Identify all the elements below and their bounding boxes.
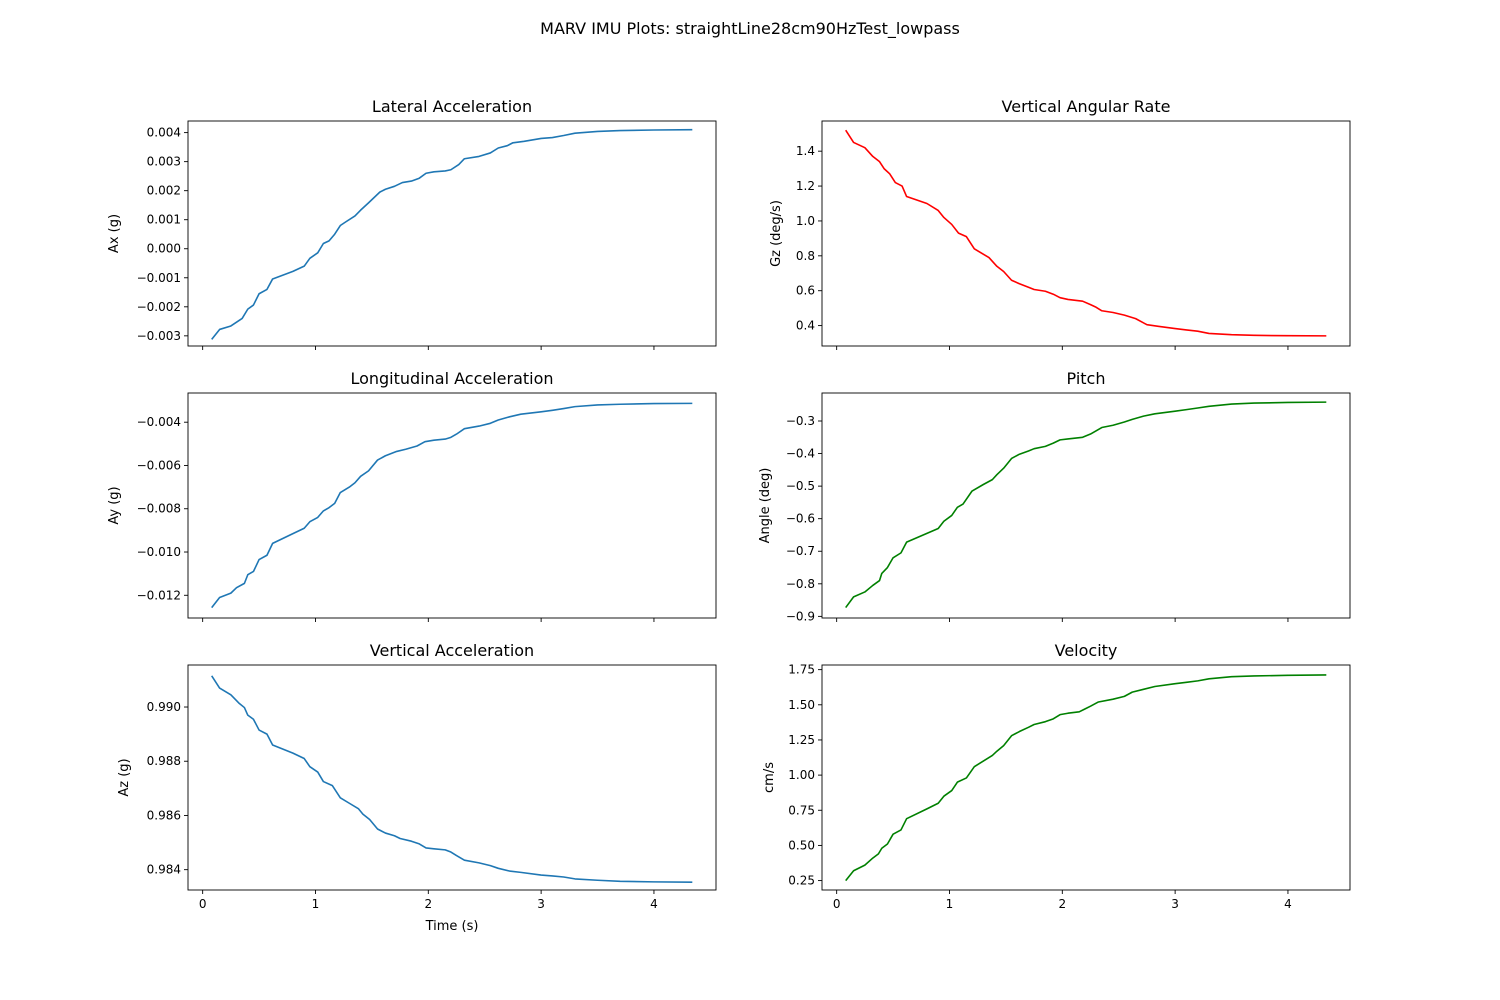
y-tick-label: −0.012 (137, 588, 181, 602)
y-tick-label: 0.8 (796, 249, 815, 263)
y-tick-label: 0.002 (147, 184, 181, 198)
y-tick-label: 1.25 (788, 733, 815, 747)
axes-frame (187, 664, 717, 891)
y-tick-label: −0.002 (137, 300, 181, 314)
subplot-title: Lateral Acceleration (372, 97, 532, 116)
y-tick-label: −0.8 (786, 577, 815, 591)
subplot-5: Vertical Acceleration 0 1 2 3 4 0.984 0.986 0.98… (117, 641, 717, 934)
y-tick-label: 0.75 (788, 803, 815, 817)
x-tick-label: 4 (1284, 897, 1292, 911)
y-tick-label: 0.50 (788, 838, 815, 852)
y-tick-label: −0.9 (786, 609, 815, 623)
y-tick-label: −0.008 (137, 502, 181, 516)
y-tick-label: 0.4 (796, 319, 815, 333)
x-tick-label: 3 (537, 897, 545, 911)
axes-frame (187, 392, 717, 619)
y-tick-label: 0.986 (147, 808, 181, 822)
y-tick-label: 1.4 (796, 144, 815, 158)
y-tick-label: −0.3 (786, 414, 815, 428)
y-tick-label: −0.7 (786, 544, 815, 558)
y-tick-label: −0.004 (137, 415, 181, 429)
y-axis-label: cm/s (762, 762, 777, 793)
y-tick-label: −0.4 (786, 447, 815, 461)
y-tick-label: −0.003 (137, 329, 181, 343)
y-tick-label: 0.984 (147, 863, 181, 877)
y-tick-label: −0.001 (137, 271, 181, 285)
axes-frame (821, 664, 1351, 891)
x-tick-label: 2 (424, 897, 432, 911)
x-tick-label: 1 (312, 897, 320, 911)
y-tick-label: 1.75 (788, 663, 815, 677)
y-tick-label: 0.004 (147, 126, 181, 140)
x-tick-label: 0 (199, 897, 207, 911)
subplot-2: Vertical Angular Rate 0.4 0.6 0.8 1.0 1.2 1.4 G… (769, 97, 1351, 350)
subplot-4: Pitch −0.9 −0.8 −0.7 −0.6 −0.5 −0.4 −0.3 Angle (… (758, 369, 1351, 623)
axes-frame (821, 392, 1351, 619)
subplot-title: Vertical Acceleration (370, 641, 534, 660)
y-tick-label: 0.001 (147, 213, 181, 227)
subplot-3: Longitudinal Acceleration −0.012 −0.010 −0.… (107, 369, 717, 622)
y-tick-label: 0.000 (147, 242, 181, 256)
subplot-title: Longitudinal Acceleration (350, 369, 553, 388)
subplot-6: Velocity 0 1 2 3 4 0.25 0.50 0.75 1.00 1.25 1.50 1.7… (762, 641, 1351, 911)
x-tick-label: 4 (650, 897, 658, 911)
x-axis-label: Time (s) (425, 919, 479, 934)
y-tick-label: 0.25 (788, 874, 815, 888)
y-tick-label: 1.2 (796, 179, 815, 193)
series-line (211, 402, 693, 609)
y-tick-label: 0.003 (147, 155, 181, 169)
subplot-title: Velocity (1055, 641, 1118, 660)
y-tick-label: 1.00 (788, 768, 815, 782)
axes-frame (187, 120, 717, 347)
y-axis-label: Angle (deg) (758, 468, 773, 544)
axes-frame (821, 120, 1351, 347)
subplot-title: Vertical Angular Rate (1002, 97, 1171, 116)
x-tick-label: 1 (946, 897, 954, 911)
y-axis-label: Ax (g) (107, 214, 122, 253)
y-tick-label: 0.988 (147, 754, 181, 768)
series-line (845, 129, 1327, 337)
y-tick-label: 0.990 (147, 700, 181, 714)
figure-title: MARV IMU Plots: straightLine28cm90HzTest… (540, 19, 960, 39)
series-line (845, 674, 1327, 882)
y-axis-label: Az (g) (117, 758, 132, 796)
x-tick-label: 0 (833, 897, 841, 911)
y-axis-label: Gz (deg/s) (769, 200, 784, 267)
y-tick-label: −0.6 (786, 512, 815, 526)
x-tick-label: 3 (1171, 897, 1179, 911)
y-tick-label: 1.50 (788, 698, 815, 712)
subplot-1: Lateral Acceleration −0.003 −0.002 −0.001 0.… (107, 97, 717, 350)
y-tick-label: 1.0 (796, 214, 815, 228)
y-tick-label: −0.5 (786, 479, 815, 493)
subplot-title: Pitch (1067, 369, 1106, 388)
series-line (211, 675, 693, 883)
y-tick-label: −0.010 (137, 545, 181, 559)
x-tick-label: 2 (1058, 897, 1066, 911)
y-tick-label: 0.6 (796, 284, 815, 298)
subplot-grid: Lateral Acceleration −0.003 −0.002 −0.001 0.… (107, 97, 1351, 934)
series-line (211, 128, 693, 340)
series-line (845, 401, 1327, 609)
y-axis-label: Ay (g) (107, 486, 122, 524)
y-tick-label: −0.006 (137, 458, 181, 472)
